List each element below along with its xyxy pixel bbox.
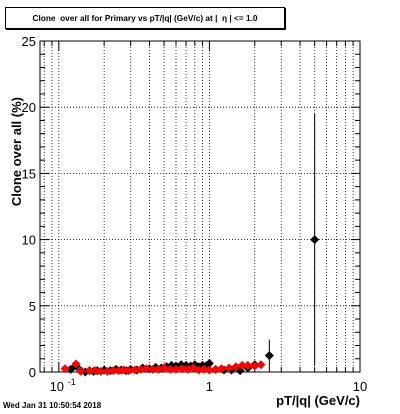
data-point-red <box>250 361 260 371</box>
y-tick-label: 10 <box>22 233 36 248</box>
data-point-red <box>76 366 86 376</box>
plot-frame <box>39 40 361 373</box>
y-tick-label: 15 <box>22 166 36 181</box>
data-point-black <box>204 358 214 368</box>
x-axis-label: pT/|q| (GeV/c) <box>276 393 360 408</box>
data-point-red <box>60 364 70 374</box>
data-point-red <box>243 360 253 370</box>
data-point-red <box>177 364 187 374</box>
data-point-red <box>211 364 221 374</box>
data-point-red <box>231 362 241 372</box>
data-point-red <box>102 366 112 376</box>
data-point-black <box>264 350 274 360</box>
data-point-red <box>224 363 234 373</box>
data-point-red <box>256 360 266 370</box>
y-axis-label: Clone over all (%) <box>9 97 24 206</box>
y-tick-label: 20 <box>22 100 36 115</box>
y-tick-label: 5 <box>29 299 36 314</box>
x-tick-label: 10 <box>353 379 367 394</box>
data-point-red <box>136 364 146 374</box>
x-tick-label: 10 <box>50 379 64 394</box>
data-point-red <box>85 366 95 376</box>
chart-title: Clone over all for Primary vs pT/|q| (Ge… <box>32 13 258 23</box>
x-tick-label-exponent: -1 <box>68 377 76 387</box>
chart-title-box: Clone over all for Primary vs pT/|q| (Ge… <box>5 7 285 29</box>
data-point-red <box>194 365 204 375</box>
x-tick-label: 1 <box>206 379 213 394</box>
data-point-red <box>141 364 151 374</box>
data-point-red <box>216 364 226 374</box>
data-point-red <box>123 366 133 376</box>
y-tick-label: 0 <box>29 365 36 380</box>
data-point-red <box>108 366 118 376</box>
data-point-red <box>171 364 181 374</box>
data-point-black <box>310 235 320 245</box>
grid-layer <box>40 41 360 372</box>
data-point-red <box>237 360 247 370</box>
data-point-red <box>165 364 175 374</box>
data-layer <box>60 113 320 377</box>
y-tick-label: 25 <box>22 34 36 49</box>
data-point-red <box>148 364 158 374</box>
data-point-red <box>130 365 140 375</box>
tick-layer <box>40 40 361 373</box>
data-point-red <box>199 364 209 374</box>
data-point-red <box>96 366 106 376</box>
data-point-red <box>204 365 214 375</box>
data-point-red <box>90 366 100 376</box>
label-layer: 10 -1 1 10 0 5 10 15 20 25 <box>22 34 368 394</box>
data-point-red <box>71 359 81 369</box>
data-point-red <box>159 363 169 373</box>
timestamp: Wed Jan 31 10:50:54 2018 <box>3 401 102 410</box>
